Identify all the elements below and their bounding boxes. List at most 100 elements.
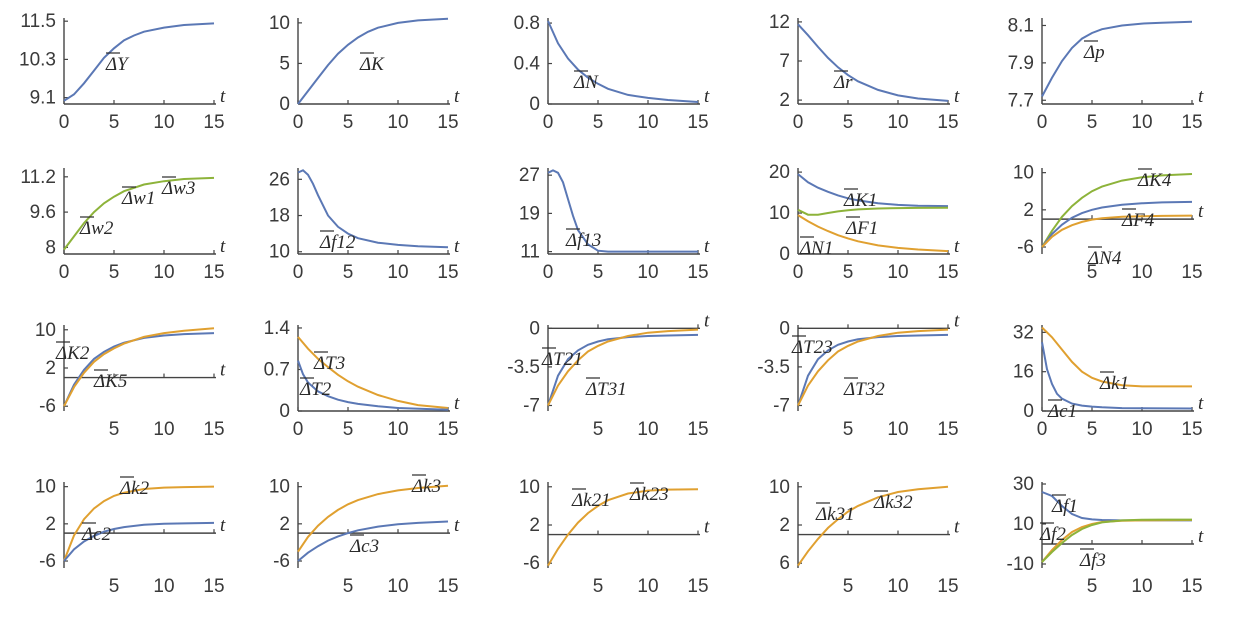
- x-tick-label: 15: [203, 419, 224, 440]
- y-tick-label: 0.7: [264, 359, 290, 380]
- x-axis-label: t: [220, 236, 226, 257]
- series-label: ΔK: [359, 54, 385, 75]
- x-tick-label: 10: [387, 262, 408, 283]
- x-tick-label: 5: [593, 262, 604, 283]
- series-label: Δk2: [119, 478, 150, 499]
- x-axis-label: t: [954, 517, 960, 538]
- x-tick-label: 0: [1037, 112, 1048, 133]
- y-tick-label: 5: [279, 53, 290, 74]
- series-label: ΔN4: [1087, 248, 1122, 269]
- y-tick-label: 18: [269, 206, 290, 227]
- x-tick-label: 10: [153, 262, 174, 283]
- series-line: [797, 173, 949, 208]
- x-tick-label: 15: [437, 112, 458, 133]
- x-tick-label: 10: [1131, 419, 1152, 440]
- y-tick-label: 0.8: [514, 13, 540, 34]
- x-tick-label: 15: [1181, 576, 1202, 597]
- y-tick-label: 10: [769, 477, 790, 498]
- x-tick-label: 0: [293, 262, 304, 283]
- x-tick-label: 5: [593, 112, 604, 133]
- series-line: [63, 176, 215, 251]
- series-line: [797, 333, 949, 406]
- panel-2: 0 5 10 15 0 5 10 t ΔK: [269, 13, 460, 133]
- y-tick-label: 20: [769, 162, 790, 183]
- x-axis-label: t: [704, 310, 710, 331]
- series-line: [63, 485, 215, 562]
- y-tick-label: 6: [779, 553, 790, 574]
- series-label: Δr: [833, 72, 853, 93]
- x-tick-label: 15: [687, 262, 708, 283]
- y-tick-label: 7.9: [1008, 53, 1034, 74]
- x-tick-label: 5: [593, 419, 604, 440]
- y-tick-label: 2: [779, 90, 790, 111]
- series-line: [63, 327, 215, 407]
- y-tick-label: 10: [269, 477, 290, 498]
- x-tick-label: 15: [203, 262, 224, 283]
- x-tick-label: 15: [437, 576, 458, 597]
- y-tick-label: 11.2: [20, 167, 56, 188]
- series-label: ΔT23: [791, 337, 833, 358]
- x-tick-label: 10: [153, 419, 174, 440]
- series-line: [547, 169, 698, 253]
- series-label: Δp: [1083, 42, 1105, 63]
- x-axis-label: t: [954, 310, 960, 331]
- panel-5: 0 5 10 15 7.7 7.9 8.1 t Δp: [1008, 15, 1204, 133]
- x-tick-label: 10: [387, 576, 408, 597]
- series-line: [1041, 342, 1193, 410]
- series-label: Δk31: [815, 504, 855, 525]
- series-line: [1041, 200, 1193, 248]
- x-tick-label: 5: [109, 576, 120, 597]
- y-tick-label: 10: [269, 13, 290, 34]
- panel-9: 0 5 10 15 0 10 20 t ΔK1 ΔF1 ΔN1: [769, 162, 960, 283]
- panel-3: 0 5 10 15 0 0.4 0.8 t ΔN: [514, 13, 710, 133]
- x-axis-label: t: [1198, 86, 1204, 107]
- x-tick-label: 15: [937, 576, 958, 597]
- x-tick-label: 10: [387, 112, 408, 133]
- x-tick-label: 15: [687, 112, 708, 133]
- x-tick-label: 5: [593, 576, 604, 597]
- y-tick-label: 2: [45, 358, 56, 379]
- series-label: Δf12: [319, 232, 356, 253]
- series-line: [1041, 518, 1192, 563]
- series-line: [1041, 214, 1193, 248]
- y-tick-label: 0: [529, 318, 540, 339]
- panel-18: 5 10 15 -6 2 10 t Δk21 Δk23: [519, 477, 710, 597]
- y-tick-label: 0: [1023, 401, 1034, 422]
- y-tick-label: 10: [519, 477, 540, 498]
- series-line: [297, 336, 449, 409]
- x-tick-label: 0: [543, 262, 554, 283]
- panel-19: 5 10 15 6 2 10 t Δk31 Δk32: [769, 477, 960, 597]
- y-tick-label: 19: [519, 203, 540, 224]
- series-line: [297, 17, 449, 105]
- y-tick-label: 32: [1013, 322, 1034, 343]
- series-line: [797, 328, 949, 406]
- x-axis-label: t: [454, 236, 460, 257]
- series-label: ΔK4: [1137, 170, 1172, 191]
- x-tick-label: 15: [937, 262, 958, 283]
- y-tick-label: 2: [779, 515, 790, 536]
- series-line: [547, 20, 699, 103]
- x-axis-label: t: [704, 86, 710, 107]
- x-tick-label: 10: [887, 419, 908, 440]
- series-label: ΔT21: [541, 349, 583, 370]
- x-axis-label: t: [454, 393, 460, 414]
- y-tick-label: 10.3: [19, 49, 56, 70]
- y-tick-label: 7.7: [1008, 90, 1034, 111]
- x-tick-label: 10: [637, 262, 658, 283]
- y-tick-label: 0: [779, 318, 790, 339]
- series-label: ΔN1: [799, 238, 833, 259]
- x-tick-label: 15: [1181, 262, 1202, 283]
- y-tick-label: -3.5: [757, 357, 790, 378]
- x-axis-label: t: [1198, 201, 1204, 222]
- x-tick-label: 5: [1087, 112, 1098, 133]
- y-tick-label: 0: [779, 244, 790, 265]
- series-label: Δf3: [1079, 550, 1106, 571]
- panel-16: 5 10 15 -6 2 10 t Δk2 Δc2: [35, 476, 226, 597]
- x-tick-label: 10: [637, 419, 658, 440]
- y-tick-label: 8: [45, 237, 56, 258]
- x-tick-label: 15: [437, 262, 458, 283]
- y-tick-label: -6: [39, 396, 56, 417]
- y-tick-label: 10: [1013, 514, 1034, 535]
- x-tick-label: 10: [887, 576, 908, 597]
- series-label: ΔF1: [845, 218, 878, 239]
